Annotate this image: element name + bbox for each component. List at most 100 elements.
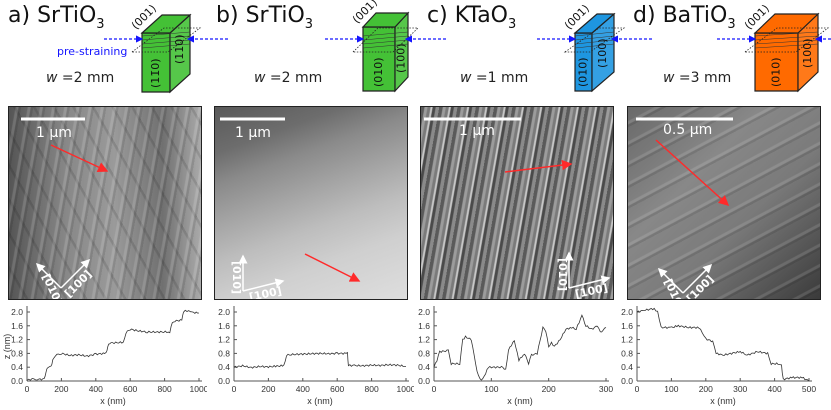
x-tick-label: 400 — [89, 384, 103, 394]
crystal-block-d: (010)(100)(001) — [717, 2, 831, 93]
y-tick-label: 2.0 — [418, 307, 430, 317]
y-tick-label: 0.4 — [621, 362, 633, 372]
afm-image-c: 1 µm [010] [100] — [420, 106, 614, 300]
panel-d-title: d) BaTiO3 — [633, 3, 736, 32]
subscript: 3 — [508, 17, 517, 32]
direction-010-label: [010] — [230, 261, 243, 294]
strain-line — [754, 43, 819, 49]
afm-overlay: 0.5 µm[010][100] — [636, 117, 733, 299]
y-tick-label: 1.2 — [418, 335, 430, 345]
strain-line — [362, 31, 409, 37]
y-tick-label: 0.0 — [621, 376, 633, 386]
strain-line — [754, 35, 819, 41]
direction-100-arrow — [242, 278, 285, 292]
strain-line — [362, 35, 409, 41]
strain-line — [754, 39, 819, 45]
x-tick-label: 0 — [25, 384, 30, 394]
strain-line — [574, 35, 615, 41]
direction-100-label: [100] — [574, 281, 609, 300]
strain-plane — [563, 27, 626, 53]
w-value: =2 mm — [61, 70, 115, 86]
y-tick-label: 1.6 — [621, 321, 633, 331]
y-tick-label: 0.0 — [418, 376, 430, 386]
panel-c-title: c) KTaO3 — [427, 3, 516, 32]
strain-line — [362, 39, 409, 45]
y-tick-label: 0.0 — [218, 376, 230, 386]
panel-b-title: b) SrTiO3 — [216, 3, 313, 32]
profile-trace — [26, 309, 200, 381]
panel-letter: d) — [633, 3, 656, 28]
strain-line — [754, 31, 819, 37]
direction-010-arrow — [35, 262, 62, 289]
x-tick-label: 400 — [296, 384, 310, 394]
side-face-label: (100) — [801, 38, 814, 68]
y-tick-label: 0.0 — [11, 376, 23, 386]
panel-letter: c) — [427, 3, 448, 28]
x-axis-label: x (nm) — [710, 396, 736, 406]
scale-bar-label: 1 µm — [459, 123, 495, 139]
w-symbol: w — [46, 70, 58, 86]
top-face — [573, 13, 616, 34]
x-tick-label: 400 — [768, 384, 782, 394]
y-tick-label: 0.8 — [621, 348, 633, 358]
subscript: 3 — [304, 17, 314, 32]
direction-010-arrow — [657, 267, 684, 294]
w-symbol: w — [460, 70, 472, 86]
afm-overlay: 1 µm[010][100] — [220, 117, 361, 299]
y-tick-label: 1.2 — [621, 335, 633, 345]
height-profile-b: 0.0 0.4 0.8 1.2 1.6 2.0 0 200 400 600 800 1000 x (nm… — [218, 306, 414, 406]
strain-line — [574, 39, 615, 45]
scale-bar-label: 0.5 µm — [663, 122, 712, 138]
y-tick-label: 1.2 — [218, 335, 230, 345]
x-tick-label: 800 — [158, 384, 172, 394]
crystal-sample-schematics: (11̄0)(110)(001)(010) (100)(001)(010)(100… — [104, 0, 831, 94]
subscript: 3 — [96, 17, 105, 32]
w-symbol: w — [254, 70, 266, 86]
strain-line — [141, 39, 191, 45]
material-name: KTaO — [454, 3, 509, 28]
y-tick-label: 2.0 — [11, 307, 23, 317]
w-value: =1 mm — [475, 70, 529, 86]
profile-trace — [233, 351, 406, 369]
afm-overlay: 1 µm[010][100] — [424, 117, 611, 300]
direction-100-arrow — [568, 275, 611, 289]
x-tick-label: 300 — [733, 384, 747, 394]
panel-letter: b) — [216, 3, 239, 28]
crystal-block-c: (010)(100)(001) — [537, 2, 652, 93]
afm-overlay: 1 µm[010][100] — [21, 117, 109, 300]
strain-line — [574, 43, 615, 49]
subscript: 3 — [727, 17, 736, 32]
profile-trace — [433, 314, 607, 381]
x-tick-label: 500 — [802, 384, 816, 394]
x-tick-label: 100 — [484, 384, 498, 394]
panel-d-width: w =3 mm — [663, 70, 731, 86]
strain-line — [141, 35, 191, 41]
direction-010-label: [010] — [39, 272, 65, 300]
top-face — [140, 14, 192, 34]
profile-line-arrow — [304, 253, 361, 282]
front-face-label: (010) — [770, 57, 783, 87]
profile-trace — [636, 307, 810, 382]
w-symbol: w — [663, 70, 675, 86]
profile-line-arrow — [50, 144, 109, 172]
scale-bar-label: 1 µm — [36, 125, 72, 141]
strain-plane — [743, 27, 830, 53]
strain-line — [362, 43, 409, 49]
top-face — [361, 12, 410, 28]
x-tick-label: 0 — [432, 384, 437, 394]
x-tick-label: 800 — [365, 384, 379, 394]
x-tick-label: 200 — [54, 384, 68, 394]
material-name: SrTiO — [37, 3, 97, 28]
panel-letter: a) — [8, 3, 31, 28]
x-axis-label: x (nm) — [100, 396, 126, 406]
scale-bar-label: 1 µm — [235, 125, 271, 141]
direction-100-arrow — [682, 263, 713, 294]
direction-100-arrow — [60, 258, 91, 289]
strain-line — [574, 31, 615, 37]
profile-line-arrow — [655, 139, 730, 207]
strain-line — [141, 31, 191, 37]
y-tick-label: 1.6 — [218, 321, 230, 331]
front-face-label: (010) — [372, 57, 385, 87]
side-face-label: (110) — [173, 34, 186, 64]
